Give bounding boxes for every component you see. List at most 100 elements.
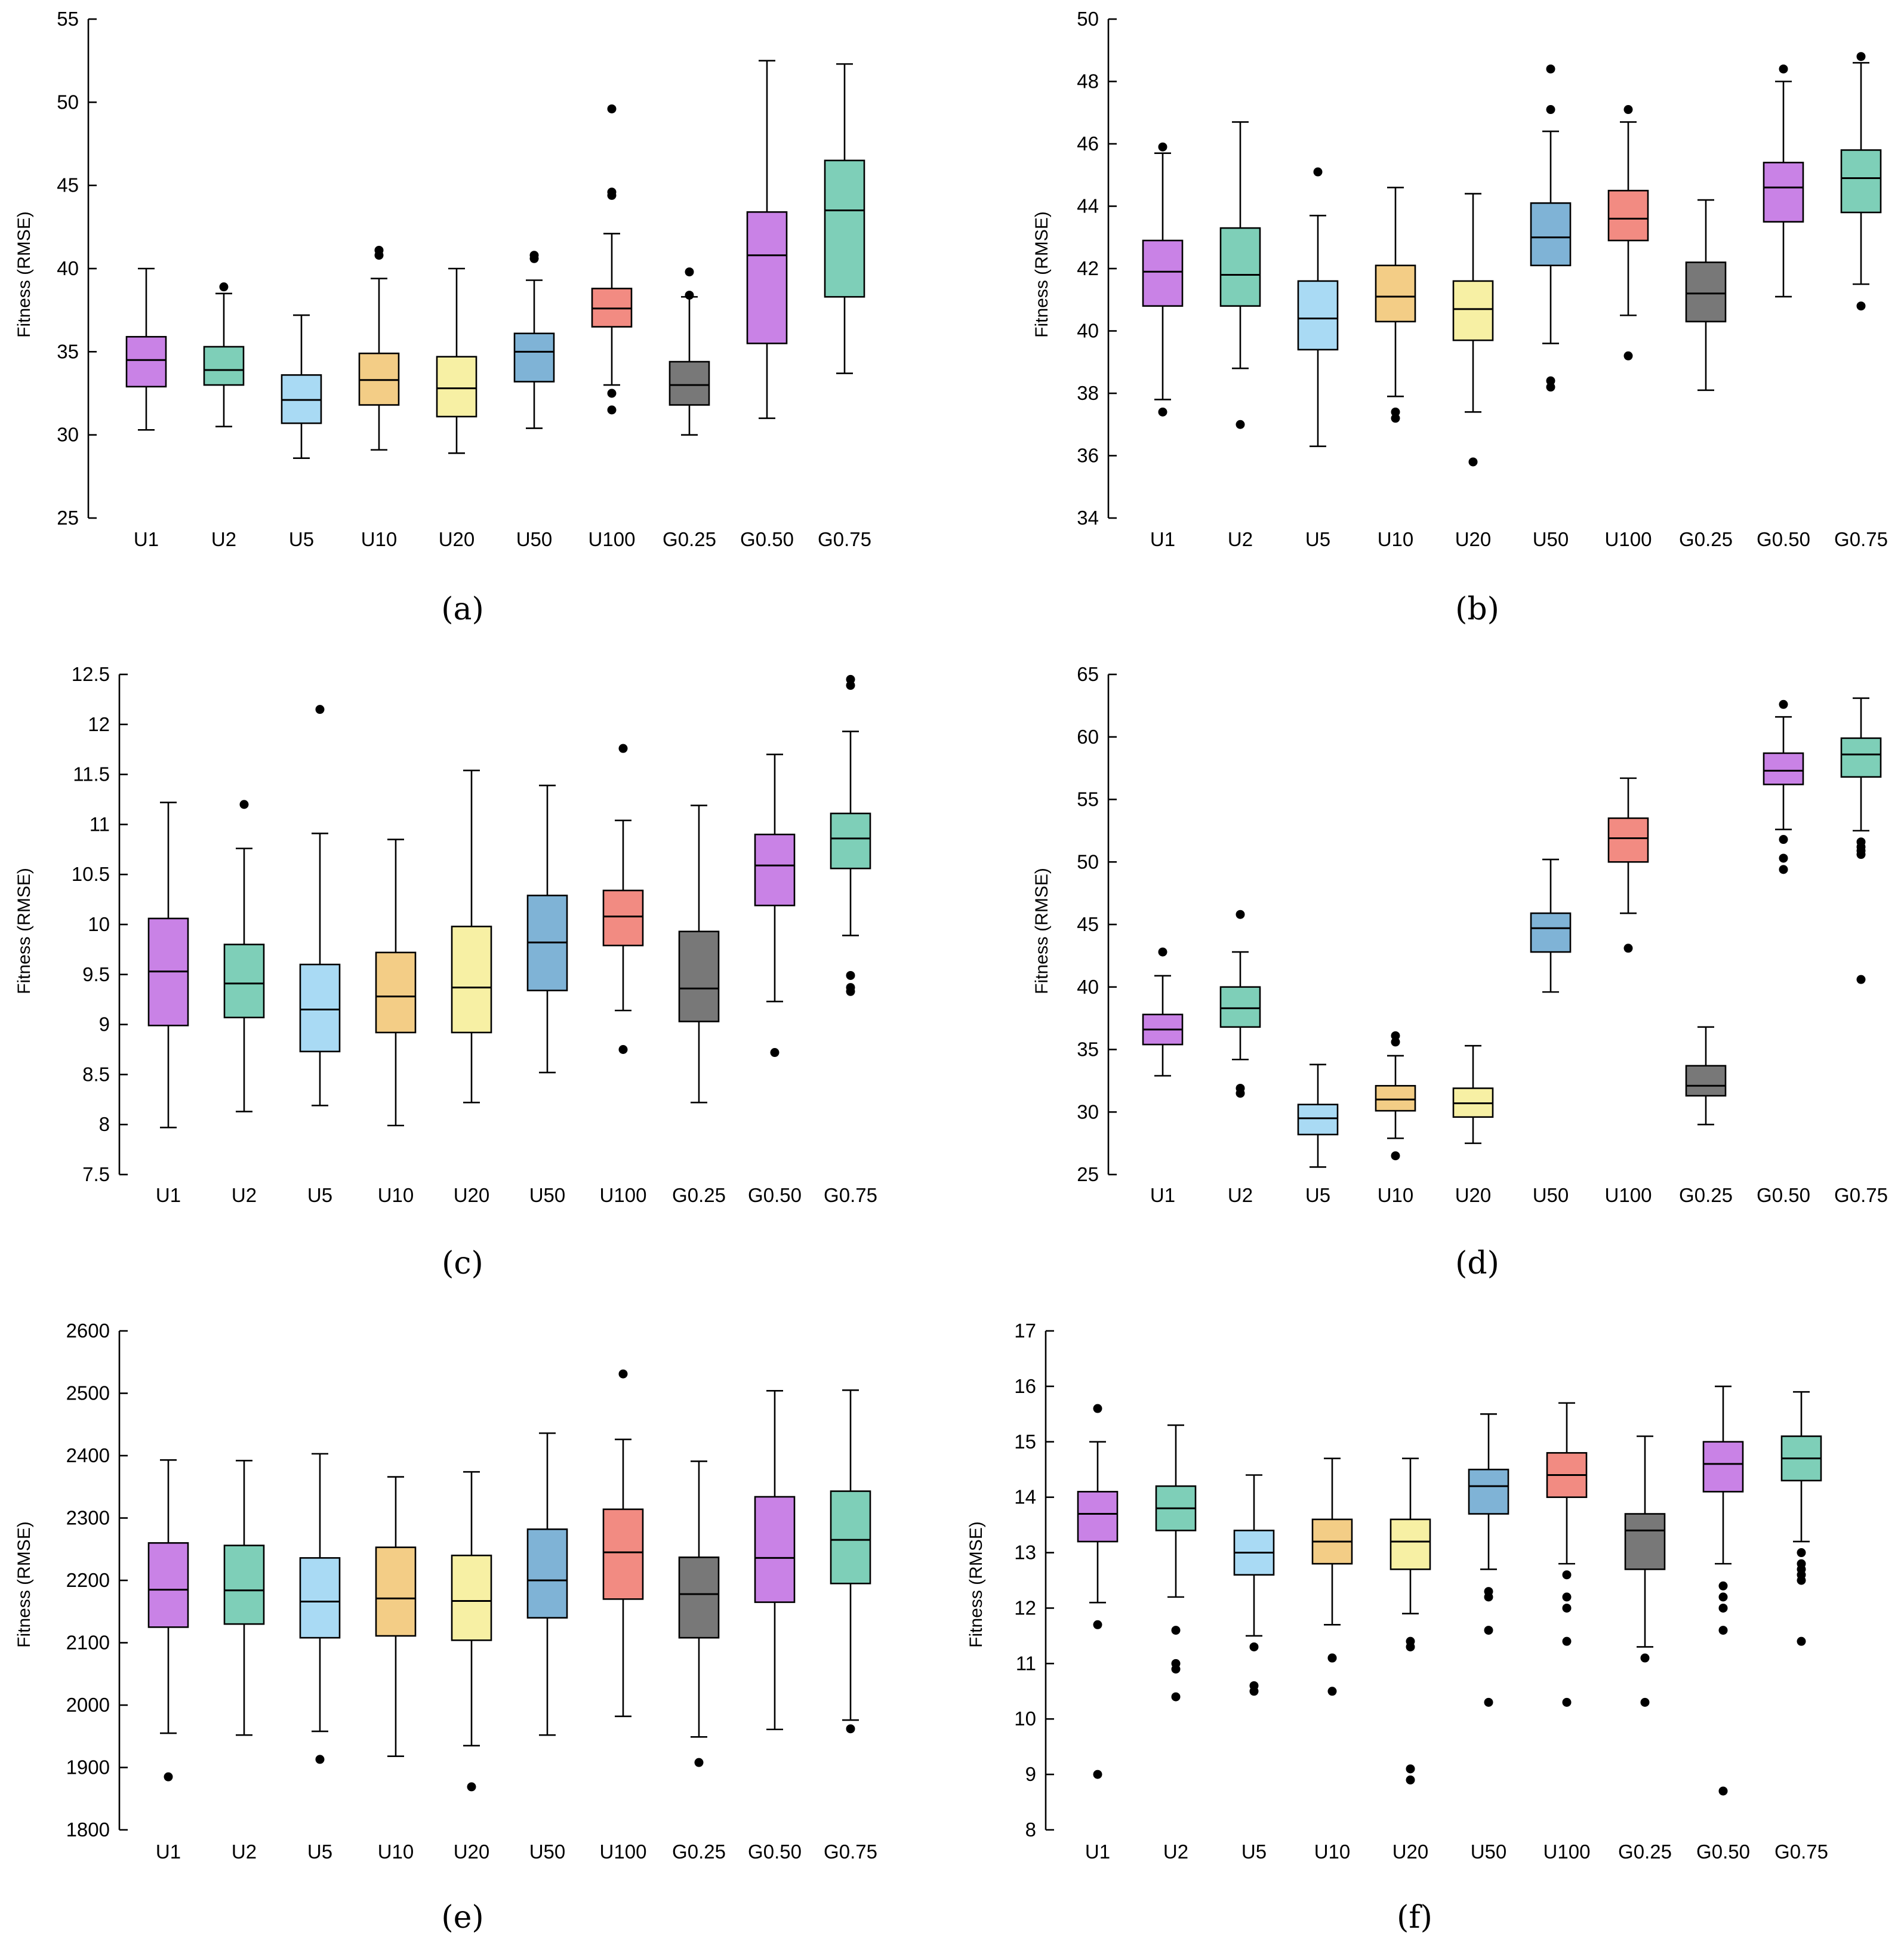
panel-f: 8 9 10 11 12 13 14 15 16 17 U1 U2 U5 U10 U20 U50 U100 G0.… (966, 1320, 1828, 1935)
y-tick-label: 2400 (66, 1444, 110, 1466)
x-tick-label: U100 (1605, 1184, 1652, 1206)
box-G0.25 (1685, 199, 1727, 392)
outlier-point (1623, 105, 1633, 115)
y-axis-title-b: Fitness (RMSE) (1032, 211, 1052, 338)
iqr-box (1452, 280, 1494, 341)
y-tick-label: 55 (1077, 788, 1099, 810)
box-U5 (299, 705, 341, 1107)
box-U100 (1546, 1402, 1588, 1707)
x-tick-label: G0.25 (1679, 528, 1733, 550)
box-G0.25 (1624, 1435, 1666, 1707)
outlier-point (1391, 414, 1400, 423)
y-tick-label: 40 (57, 257, 79, 279)
y-tick-label: 55 (57, 8, 79, 30)
y-tick-label: 10 (1014, 1707, 1036, 1730)
outlier-point (1797, 1636, 1806, 1646)
box-U5 (1297, 1064, 1339, 1168)
box-G0.25 (678, 1460, 720, 1767)
y-tick-label: 60 (1077, 726, 1099, 748)
iqr-box (1763, 752, 1804, 785)
y-tick-label: 25 (1077, 1163, 1099, 1185)
y-tick-label: 30 (1077, 1101, 1099, 1123)
outlier-point (1171, 1626, 1181, 1635)
iqr-box (1624, 1513, 1666, 1570)
x-tick-label: U10 (378, 1184, 414, 1206)
outlier-point (1484, 1587, 1493, 1596)
y-tick-label: 14 (1014, 1486, 1036, 1508)
outlier-point (1484, 1697, 1493, 1707)
outlier-point (1779, 64, 1788, 74)
y-tick-label: 2300 (66, 1507, 110, 1529)
outlier-point (529, 251, 539, 260)
x-tick-label: U2 (211, 528, 236, 550)
box-G0.75 (830, 674, 871, 996)
iqr-box (1219, 986, 1261, 1028)
outlier-point (1623, 351, 1633, 360)
outlier-point (1718, 1626, 1728, 1635)
outlier-point (1856, 975, 1866, 984)
y-axis-title-e: Fitness (RMSE) (14, 1521, 34, 1648)
x-tick-label: U100 (1543, 1841, 1591, 1863)
x-tick-label: U20 (454, 1841, 490, 1863)
iqr-box (1530, 202, 1572, 267)
iqr-box (223, 1545, 265, 1625)
outlier-point (1562, 1636, 1572, 1646)
iqr-box (830, 812, 871, 870)
iqr-box (125, 335, 167, 388)
x-tick-label: U1 (134, 528, 159, 550)
iqr-box (678, 1557, 720, 1639)
box-U10 (375, 839, 417, 1127)
iqr-box (1685, 261, 1727, 323)
x-tick-label: G0.50 (1757, 1184, 1810, 1206)
box-G0.50 (1763, 699, 1804, 874)
box-U1 (1077, 1404, 1119, 1779)
box-U5 (281, 314, 322, 459)
y-tick-label: 50 (1077, 8, 1099, 30)
outlier-point (1158, 407, 1167, 417)
panel-b: 34 36 38 40 42 44 46 48 50 U1 U2 U5 U10 U20 U50 U100 G0.… (1032, 8, 1888, 627)
y-tick-label: 45 (1077, 913, 1099, 935)
y-tick-label: 8.5 (82, 1063, 110, 1085)
x-tick-label: U50 (529, 1184, 566, 1206)
box-G0.50 (754, 753, 796, 1058)
y-tick-label: 12 (1014, 1596, 1036, 1619)
iqr-box (1219, 227, 1261, 307)
plot-area-b: 34 36 38 40 42 44 46 48 50 U1 U2 U5 U10 U20 U50 U100 G0.… (1077, 8, 1888, 550)
y-axis-title-c: Fitness (RMSE) (14, 868, 34, 994)
x-tick-label: U20 (1455, 1184, 1492, 1206)
x-tick-label: U1 (1150, 528, 1175, 550)
y-tick-label: 50 (57, 91, 79, 113)
x-tick-label: G0.50 (748, 1184, 802, 1206)
box-U10 (1311, 1457, 1353, 1696)
y-tick-label: 10 (88, 913, 110, 935)
outlier-point (1171, 1659, 1181, 1668)
box-U1 (1142, 142, 1184, 417)
iqr-box (1375, 1084, 1416, 1112)
iqr-box (754, 1496, 796, 1603)
outlier-point (618, 1369, 628, 1379)
x-tick-label: U50 (529, 1841, 566, 1863)
x-tick-label: G0.75 (824, 1841, 877, 1863)
x-tick-label: U2 (232, 1841, 257, 1863)
x-tick-label: U2 (232, 1184, 257, 1206)
x-tick-label: G0.75 (818, 528, 871, 550)
iqr-box (1840, 149, 1882, 214)
plot-area-f: 8 9 10 11 12 13 14 15 16 17 U1 U2 U5 U10 U20 U50 U100 G0.… (1014, 1320, 1828, 1863)
outlier-point (1856, 52, 1866, 61)
x-tick-label: U1 (1150, 1184, 1175, 1206)
plot-area-c: 7.5 8 8.5 9 9.5 10 10.5 11 11.5 12 12.5 U1 U2 U5 U10 U2… (72, 663, 877, 1206)
iqr-box (1685, 1065, 1727, 1097)
y-tick-label: 11.5 (73, 763, 110, 785)
outlier-point (1546, 64, 1555, 74)
x-tick-label: U50 (516, 528, 553, 550)
x-tick-label: U2 (1163, 1841, 1188, 1863)
outlier-point (618, 1045, 628, 1054)
box-U50 (513, 251, 555, 429)
x-tick-label: U10 (1378, 1184, 1414, 1206)
outlier-point (1562, 1570, 1572, 1580)
x-tick-label: U1 (156, 1841, 181, 1863)
outlier-point (685, 267, 694, 277)
x-tick-label: G0.25 (672, 1184, 726, 1206)
x-tick-label: G0.75 (1834, 528, 1888, 550)
iqr-box (1297, 280, 1339, 351)
